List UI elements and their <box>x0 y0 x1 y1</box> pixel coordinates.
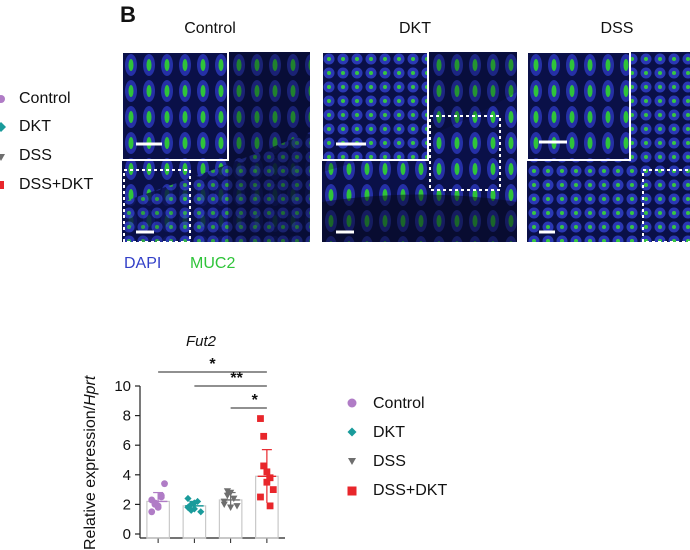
micrograph-control-texture <box>122 52 310 242</box>
y-tick-label-2: 2 <box>123 496 131 513</box>
micrograph-dkt <box>322 52 517 242</box>
y-tick-label-10: 10 <box>114 378 131 395</box>
micrograph-dss-texture <box>527 52 690 242</box>
legend-dssdkt-label: DSS+DKT <box>19 176 94 193</box>
y-tick-label-4: 4 <box>123 467 131 484</box>
y-axis-label: Relative expression/Hprt <box>82 376 100 550</box>
chart-title: Fut2 <box>185 333 216 350</box>
y-tick-label-6: 6 <box>123 437 131 454</box>
point-dss-5 <box>220 498 228 506</box>
legend2-control-label: Control <box>373 395 425 412</box>
legend2-control-circle-icon <box>347 398 357 408</box>
point-dssdkt-5 <box>257 493 264 501</box>
legend-dss-label: DSS <box>19 147 52 164</box>
point-dssdkt-1 <box>260 432 268 440</box>
legend2-dkt-label: DKT <box>373 424 405 441</box>
legend-dss-triangle-icon <box>0 154 5 161</box>
point-dkt-6 <box>187 506 195 514</box>
point-dss-7 <box>227 504 235 511</box>
point-dssdkt-8 <box>266 502 274 510</box>
legend-control-circle-icon <box>0 95 5 103</box>
image-title-dkt: DKT <box>399 20 431 37</box>
point-dssdkt-2 <box>263 468 271 476</box>
point-control-8 <box>157 492 165 499</box>
legend2-dss-triangle-icon <box>348 458 356 465</box>
panel-label-b: B <box>120 2 136 27</box>
stain-label-muc2: MUC2 <box>190 255 236 272</box>
point-dssdkt-6 <box>260 462 268 470</box>
micrograph-dkt-texture <box>322 52 517 242</box>
image-title-dss: DSS <box>600 20 634 37</box>
legend2-dkt-diamond-icon <box>347 427 357 437</box>
legend2-dssdkt-square-icon <box>347 486 357 496</box>
point-control-7 <box>154 502 162 510</box>
point-dss-6 <box>223 488 232 495</box>
point-dss-4 <box>233 503 241 510</box>
y-tick-label-8: 8 <box>123 408 131 425</box>
significance-label-2: * <box>252 392 259 409</box>
y-tick-label-0: 0 <box>123 526 131 543</box>
point-dssdkt-4 <box>269 486 277 493</box>
point-dssdkt-7 <box>263 478 271 486</box>
point-control-5 <box>148 508 156 516</box>
stain-label-dapi: DAPI <box>124 255 162 272</box>
y-axis-label-gene: Hprt <box>82 375 99 406</box>
legend-dkt-label: DKT <box>19 118 51 135</box>
point-dkt-2 <box>190 505 198 513</box>
point-dssdkt-3 <box>266 474 274 482</box>
legend-dssdkt-square-icon <box>0 181 4 189</box>
micrograph-control <box>122 52 310 242</box>
legend-control-label: Control <box>19 90 71 107</box>
point-dkt-4 <box>197 508 205 516</box>
legend-dkt-diamond-icon <box>0 122 6 132</box>
significance-label-0: * <box>209 356 216 373</box>
image-title-control: Control <box>184 20 236 37</box>
y-axis-label-prefix: Relative expression/ <box>82 405 99 550</box>
significance-label-1: ** <box>230 370 243 387</box>
micrograph-dss <box>527 52 690 242</box>
point-dssdkt-0 <box>257 415 264 422</box>
point-dss-3 <box>230 495 238 503</box>
point-dss-1 <box>223 492 232 500</box>
point-control-4 <box>161 480 168 488</box>
legend2-dss-label: DSS <box>373 453 406 470</box>
legend2-dssdkt-label: DSS+DKT <box>373 482 448 499</box>
